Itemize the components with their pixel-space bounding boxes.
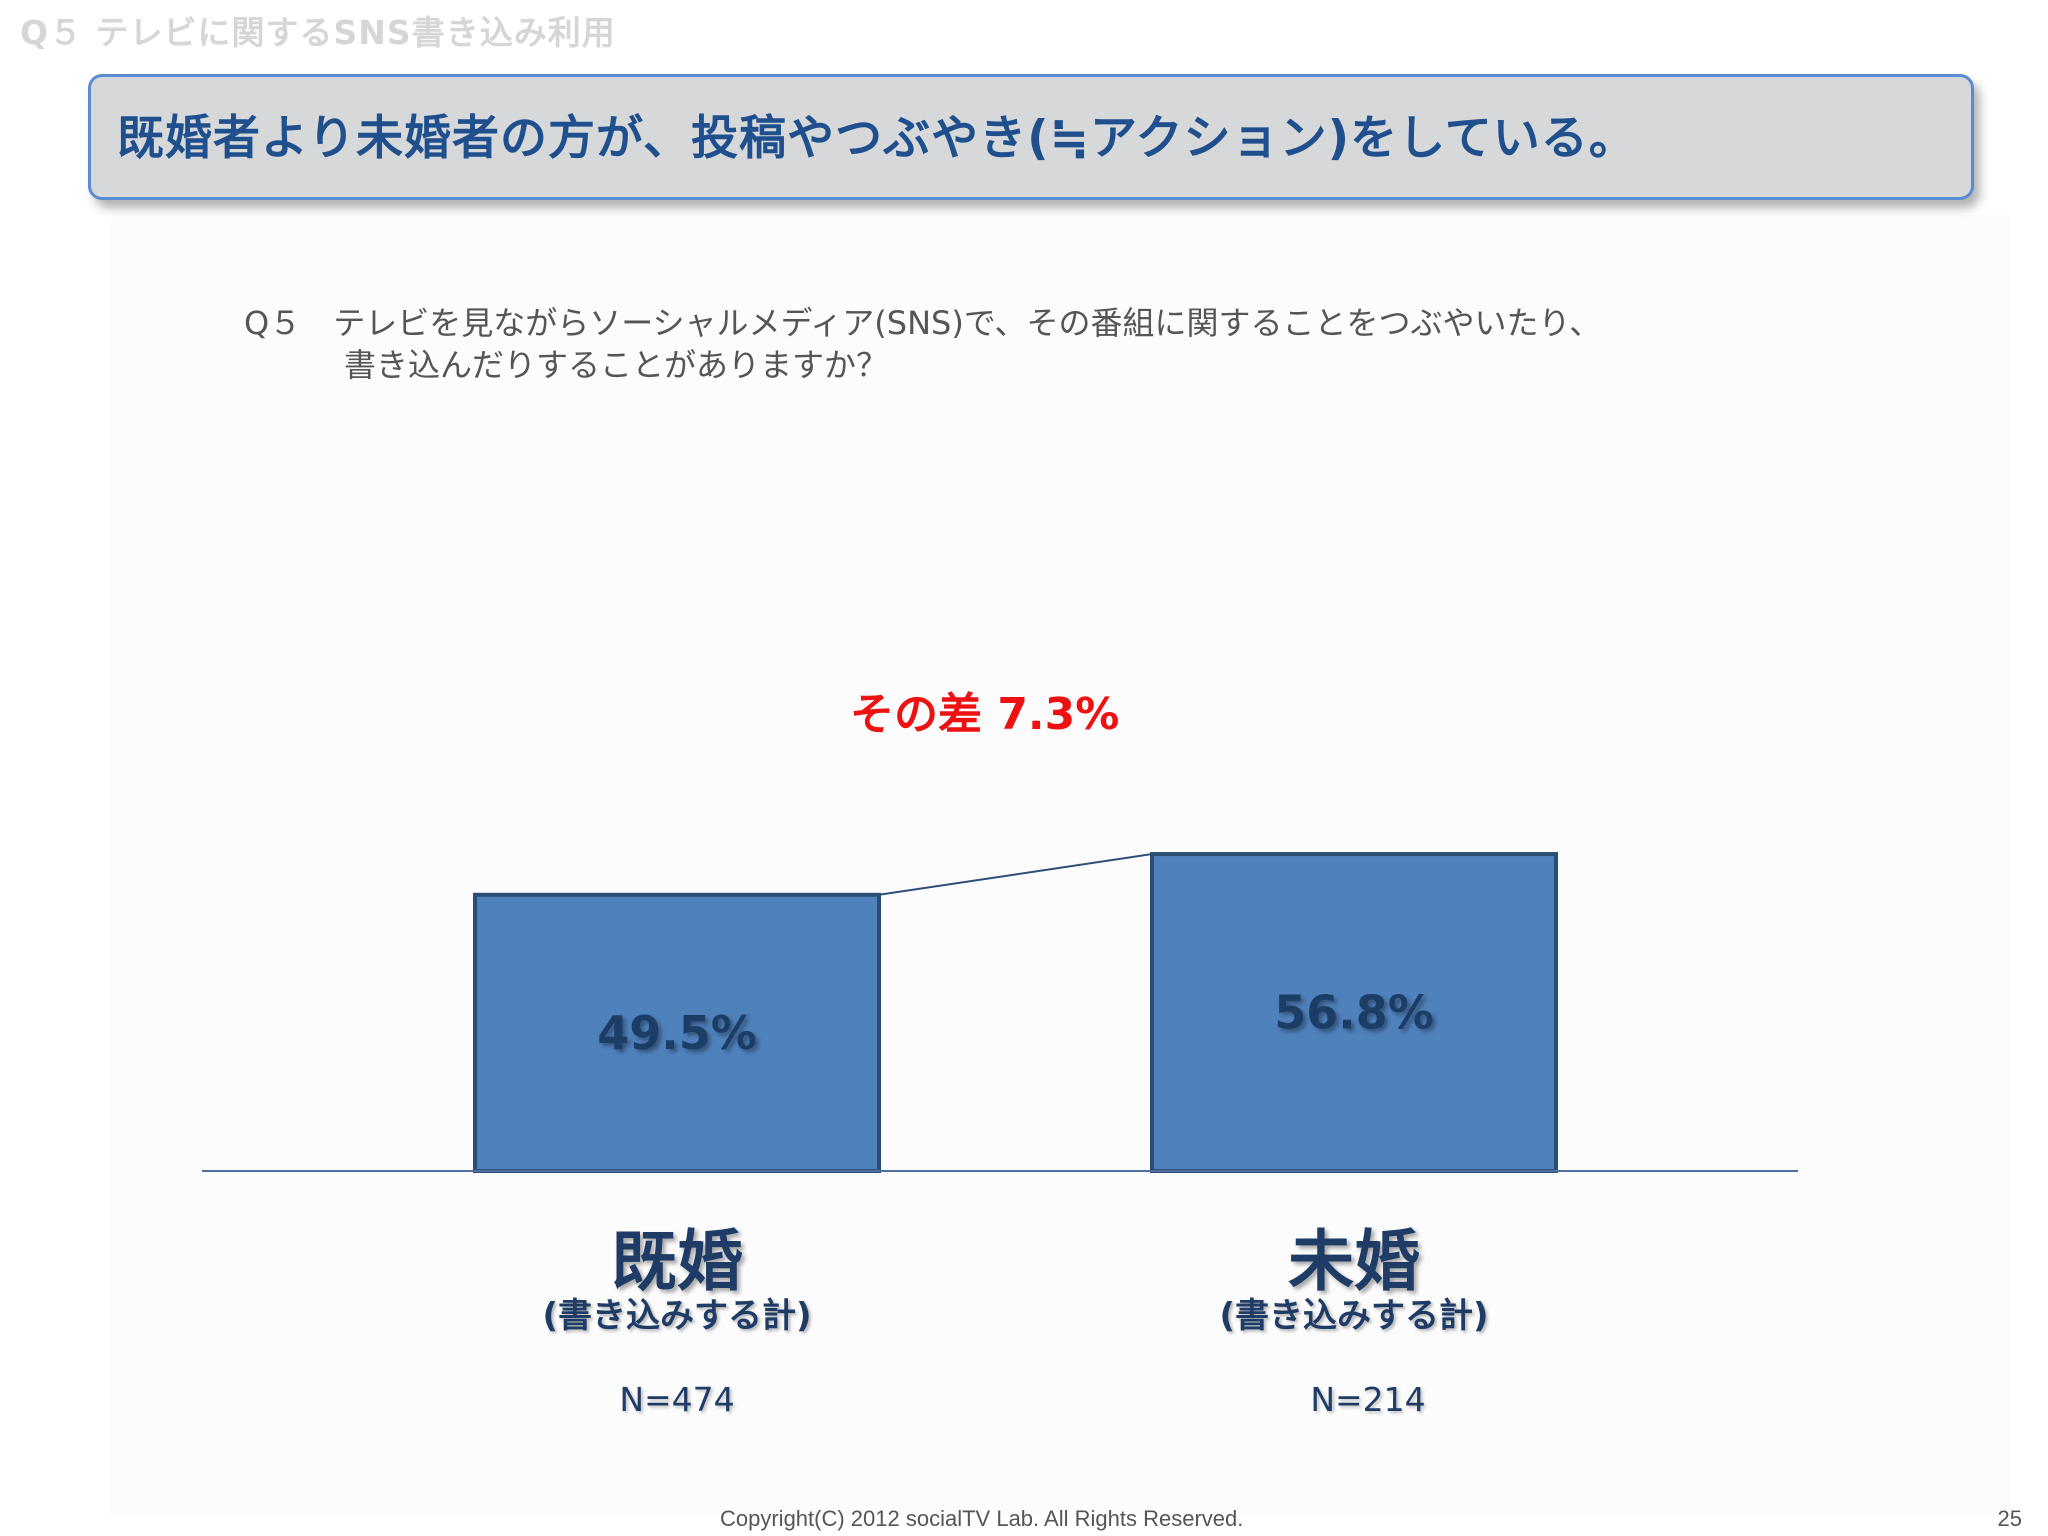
bar-1 (1150, 852, 1558, 1174)
difference-connector-line (878, 853, 1153, 896)
bar-0 (473, 892, 881, 1173)
bar-value-label-1: 56.8% (1274, 986, 1434, 1040)
difference-annotation: その差 7.3% (850, 689, 1120, 740)
sample-size-unmarried: N=214 (1310, 1380, 1426, 1419)
section-title: Q５ テレビに関するSNS書き込み利用 (20, 13, 616, 52)
category-sublabel-married: (書き込みする計) (542, 1296, 812, 1336)
slide-background (110, 215, 2010, 1515)
headline-text: 既婚者より未婚者の方が、投稿やつぶやき(≒アクション)をしている。 (117, 111, 1637, 166)
bar-value-label-0: 49.5% (597, 1006, 757, 1060)
question-text: Q５ テレビを見ながらソーシャルメディア(SNS)で、その番組に関することをつぶ… (244, 302, 1601, 386)
question-line-1: Q５ テレビを見ながらソーシャルメディア(SNS)で、その番組に関することをつぶ… (244, 304, 1602, 342)
copyright-text: Copyright(C) 2012 socialTV Lab. All Righ… (720, 1506, 1244, 1531)
category-label-married: 既婚 (611, 1223, 743, 1300)
headline-box: 既婚者より未婚者の方が、投稿やつぶやき(≒アクション)をしている。 (88, 74, 1974, 200)
category-label-unmarried: 未婚 (1288, 1223, 1420, 1300)
sample-size-married: N=474 (619, 1380, 735, 1419)
page-number: 25 (1997, 1506, 2022, 1531)
question-line-2: 書き込んだりすることがありますか？ (344, 346, 889, 384)
category-sublabel-unmarried: (書き込みする計) (1219, 1296, 1489, 1336)
